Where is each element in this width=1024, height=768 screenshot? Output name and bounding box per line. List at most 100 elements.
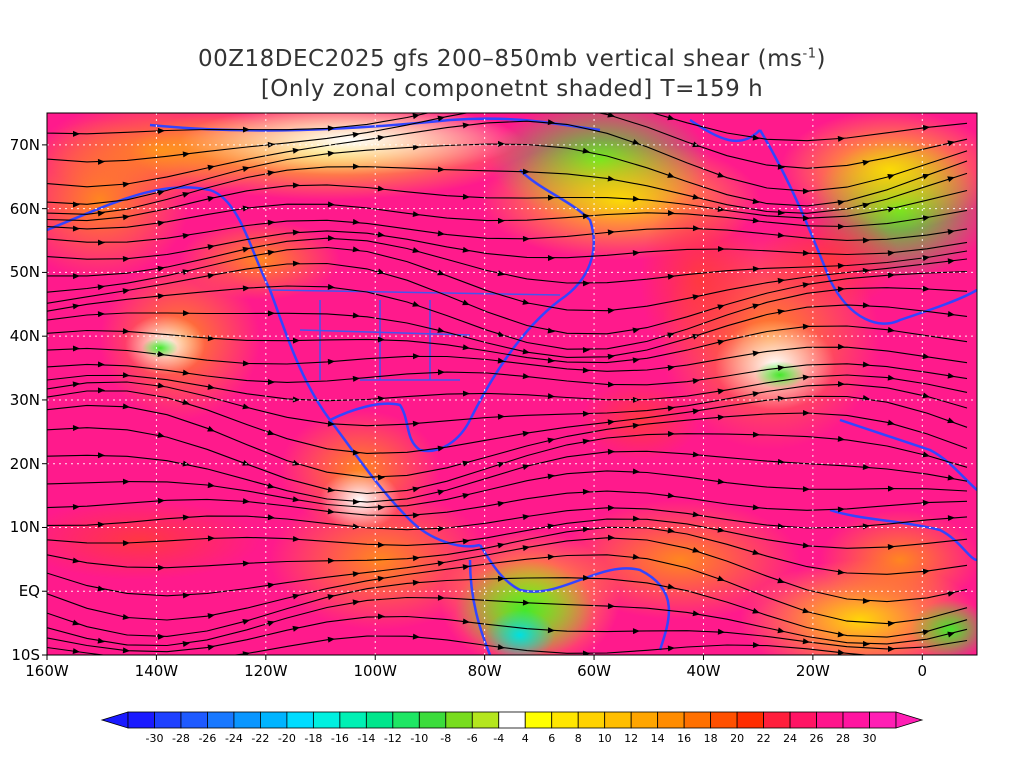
colorbar-label: -10	[410, 732, 429, 745]
title-text: 00Z18DEC2025 gfs 200–850mb vertical shea…	[198, 46, 803, 72]
streamline-arrow	[497, 357, 505, 364]
streamline-arrow	[352, 218, 360, 225]
streamline-arrow	[267, 249, 275, 256]
streamline-arrow	[522, 430, 530, 437]
streamline-arrow	[292, 396, 300, 403]
streamline-arrow	[377, 575, 385, 582]
streamline-arrow	[72, 619, 80, 626]
streamline-arrow	[242, 560, 250, 567]
streamline-arrow	[547, 393, 555, 400]
streamline-arrow	[667, 583, 675, 590]
streamline-arrow	[777, 577, 785, 584]
colorbar-label: 22	[756, 732, 771, 745]
streamline-arrow	[437, 445, 445, 452]
streamline-arrow	[377, 231, 385, 238]
streamline-arrow	[632, 515, 640, 522]
colorbar-swatch	[683, 711, 712, 729]
streamline-arrow	[522, 168, 530, 175]
y-tick-label: 70N	[9, 135, 40, 154]
streamline	[47, 490, 968, 517]
chart-title-line-1: 00Z18DEC2025 gfs 200–850mb vertical shea…	[0, 46, 1024, 72]
colorbar-swatch	[180, 711, 208, 729]
colorbar-swatch	[630, 711, 659, 729]
streamline-arrow	[802, 282, 810, 289]
streamline-arrow	[547, 357, 555, 364]
streamline-arrow	[242, 651, 250, 655]
streamline-arrow	[582, 488, 590, 495]
colorbar-label: 4	[521, 732, 529, 745]
streamline-arrow	[837, 506, 845, 513]
streamline-arrow	[752, 303, 760, 310]
colorbar-swatch	[498, 711, 526, 729]
streamline-arrow	[242, 619, 250, 625]
streamline-arrow	[802, 409, 810, 416]
streamline-arrow	[437, 594, 445, 601]
colorbar-label: 30	[862, 732, 877, 745]
streamline-arrow	[292, 147, 300, 154]
streamline-arrow	[97, 387, 105, 394]
streamline-arrow	[717, 304, 725, 311]
colorbar-label: -22	[251, 732, 270, 745]
streamline-arrow	[837, 631, 845, 638]
streamline	[47, 237, 968, 284]
streamline-arrow	[547, 119, 555, 126]
streamline-arrow	[667, 430, 675, 437]
streamline-arrow	[267, 141, 275, 148]
streamline-arrow	[267, 582, 275, 589]
streamline-arrow	[922, 629, 930, 636]
streamline-arrow	[157, 497, 165, 504]
streamline-arrow	[157, 189, 165, 196]
streamline-arrow	[862, 159, 870, 166]
streamline-arrow	[267, 482, 275, 489]
streamline	[47, 596, 968, 647]
streamline-arrow	[607, 504, 615, 511]
streamline	[47, 427, 968, 495]
streamline-arrow	[752, 265, 760, 272]
streamline-arrow	[352, 599, 360, 606]
streamline-arrow	[462, 122, 470, 129]
streamline-arrow	[122, 288, 130, 295]
streamline-arrow	[802, 542, 810, 549]
streamline-arrow	[267, 429, 275, 436]
streamline-arrow	[607, 448, 615, 455]
streamline-arrow	[207, 644, 215, 651]
colorbar-label: 24	[783, 732, 798, 745]
streamline-arrow	[547, 523, 555, 530]
streamline-arrow	[462, 460, 470, 467]
colorbar-swatch	[710, 711, 738, 729]
streamline-arrow	[72, 648, 80, 655]
streamline-arrow	[497, 500, 505, 507]
streamline-arrow	[692, 294, 700, 301]
streamline-arrow	[377, 336, 385, 343]
streamline-arrow	[837, 286, 845, 293]
streamline-arrow	[292, 182, 300, 189]
streamline-arrow	[837, 381, 845, 388]
streamline-arrow	[327, 125, 335, 132]
streamline-arrow	[887, 645, 895, 652]
x-tick-label: 100W	[353, 662, 397, 680]
streamline-arrow	[582, 280, 590, 287]
streamline-arrow	[242, 246, 250, 253]
streamline-arrow	[72, 201, 80, 208]
streamline-arrow	[752, 198, 760, 205]
streamline-arrow	[182, 310, 190, 317]
streamline-arrow	[547, 473, 555, 480]
streamline	[47, 577, 968, 638]
streamline-arrow	[267, 514, 275, 521]
streamline-arrow	[862, 361, 870, 368]
streamline-arrow	[292, 229, 300, 236]
colorbar-swatch	[418, 711, 447, 729]
streamline-arrow	[242, 166, 250, 172]
streamline-arrow	[267, 310, 275, 317]
streamline-arrow	[522, 373, 530, 380]
colorbar-swatch	[260, 711, 288, 729]
streamline-arrow	[182, 151, 190, 158]
streamline-arrow	[122, 255, 130, 262]
streamline	[47, 537, 968, 603]
streamline-arrow	[607, 381, 615, 388]
streamline-arrow	[887, 419, 895, 426]
colorbar-label: -12	[383, 732, 402, 745]
streamline-arrow	[582, 147, 590, 154]
streamline-arrow	[157, 265, 165, 272]
streamline-arrow	[182, 191, 190, 198]
